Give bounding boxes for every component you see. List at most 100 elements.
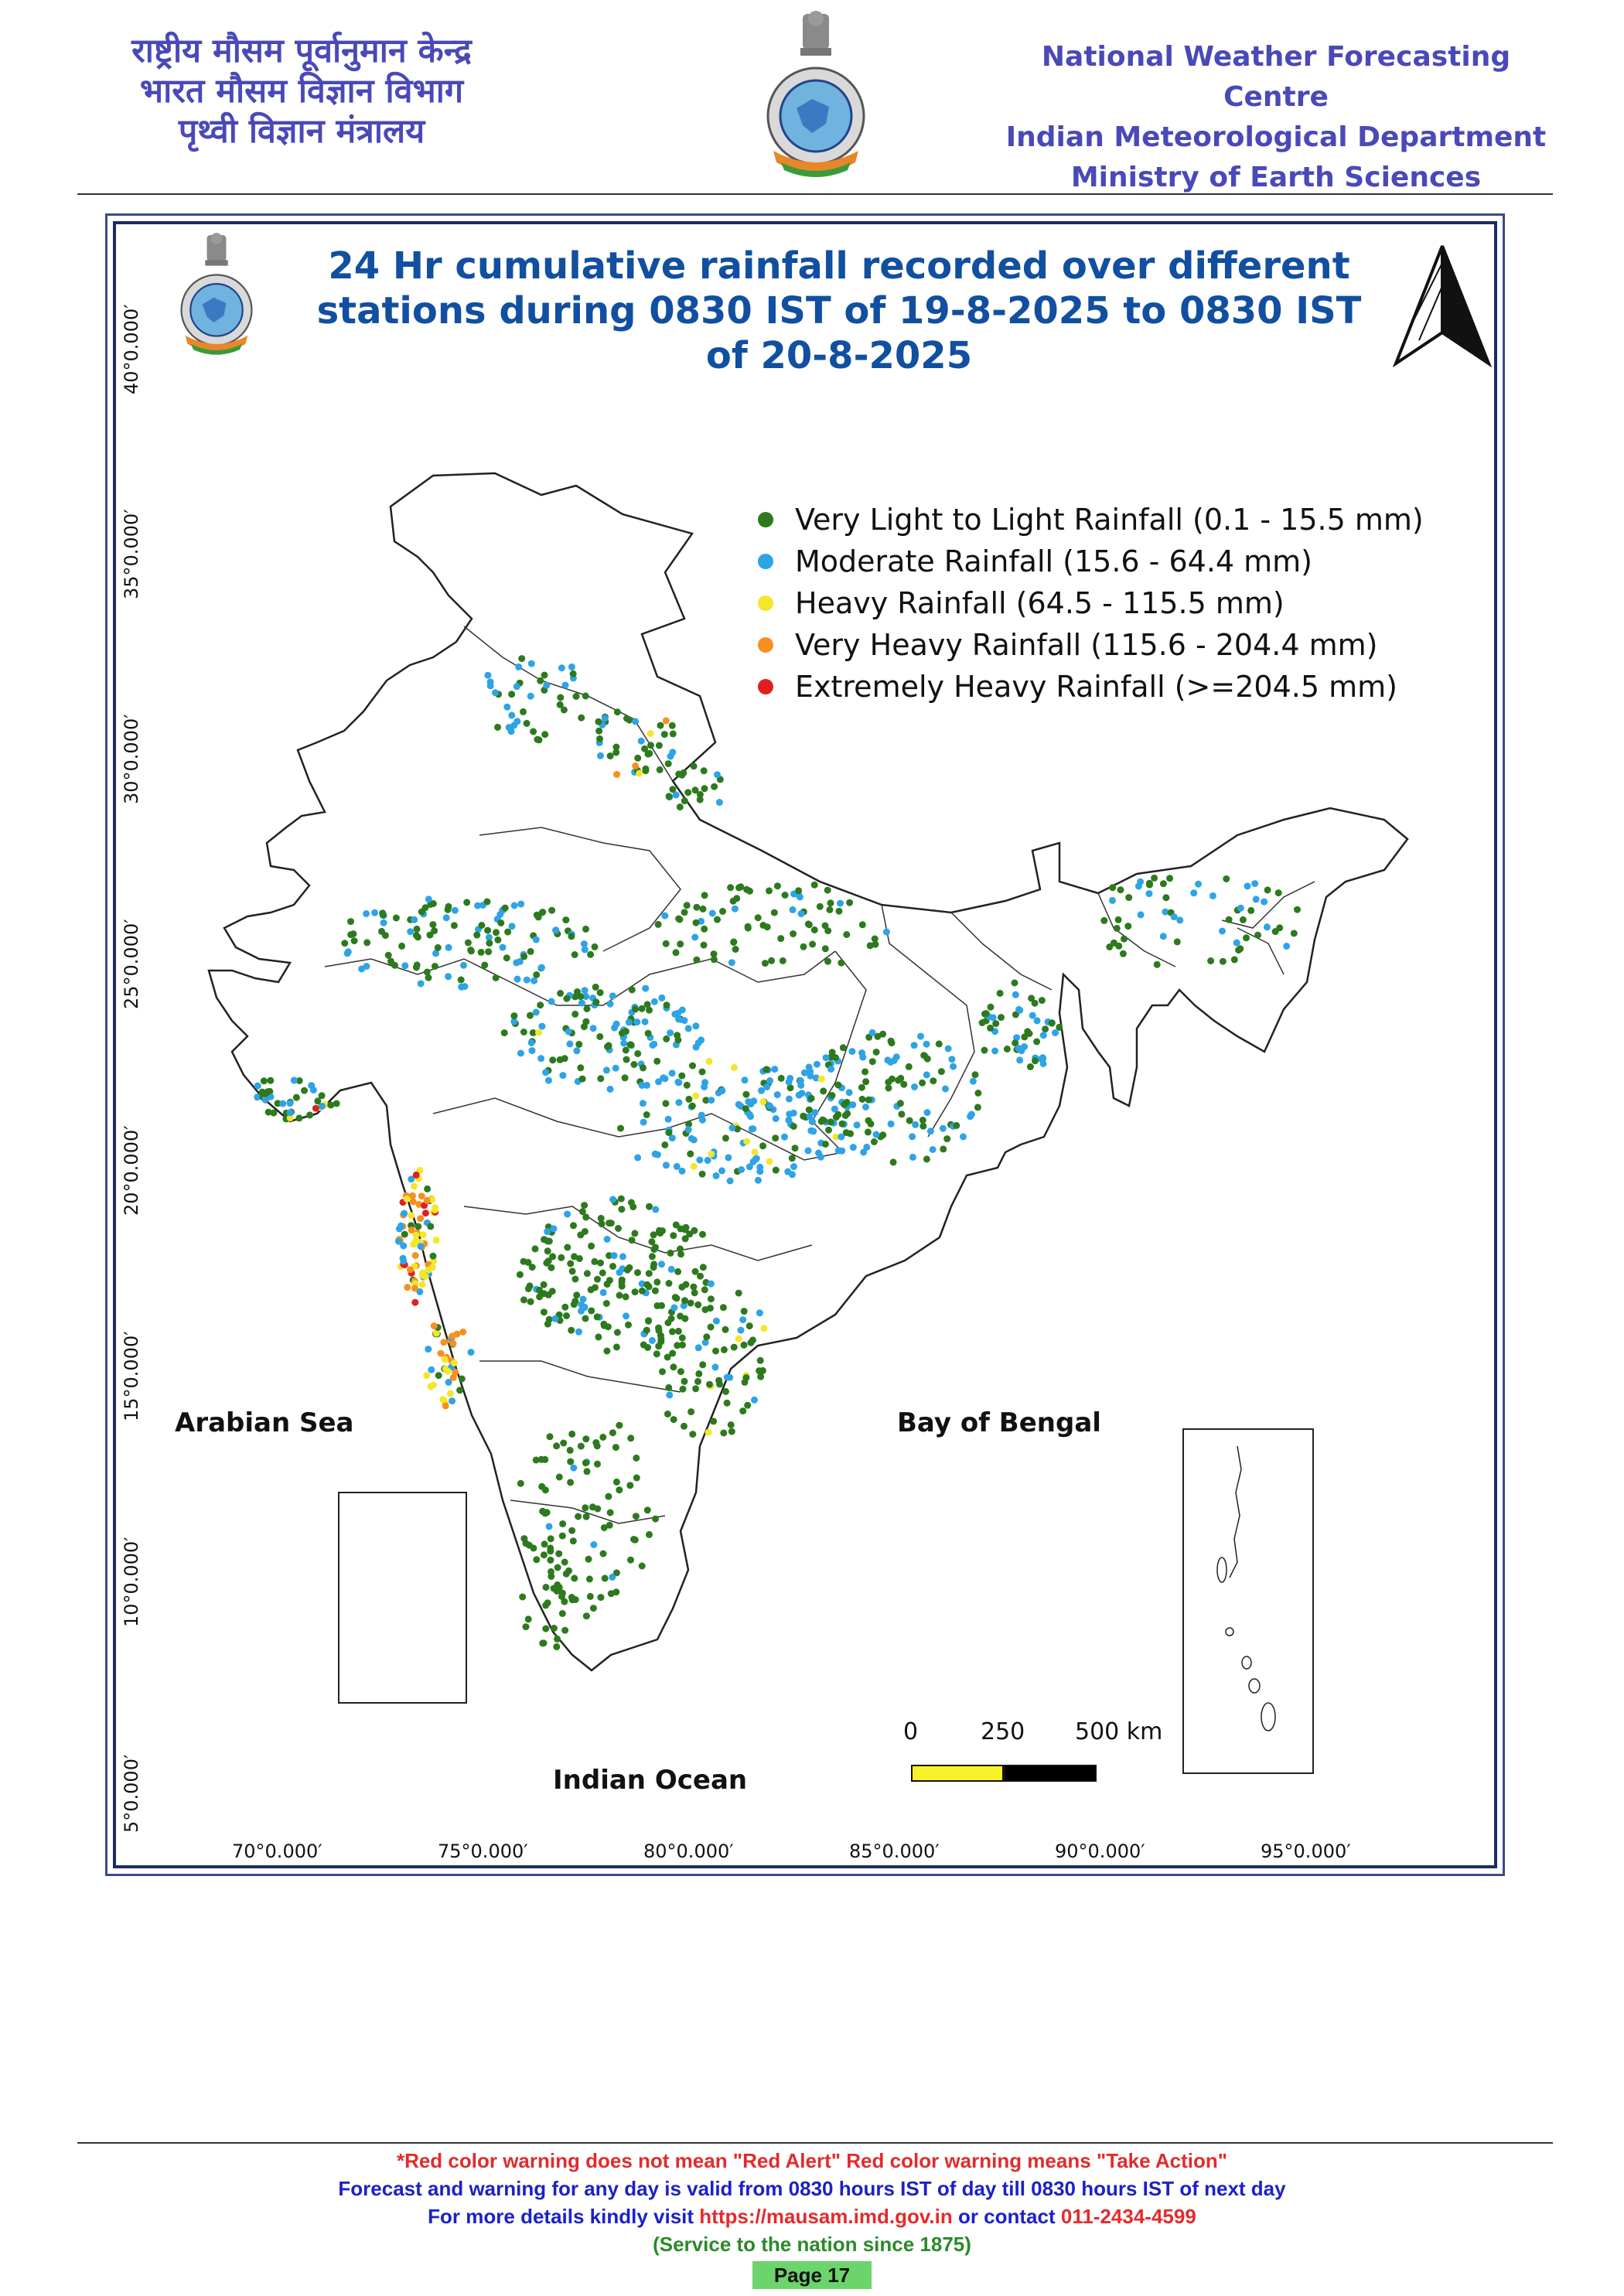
rainfall-station-dot (648, 1336, 656, 1344)
rainfall-station-dot (663, 1035, 670, 1042)
rainfall-station-dot (827, 899, 834, 907)
rainfall-station-dot (728, 1428, 735, 1435)
rainfall-station-dot (520, 708, 527, 715)
rainfall-station-dot (744, 1401, 752, 1409)
rainfall-station-dot (408, 1226, 415, 1234)
rainfall-station-dot (568, 663, 575, 670)
rainfall-station-dot (308, 1082, 316, 1090)
rainfall-station-dot (1243, 934, 1250, 942)
rainfall-station-dot (858, 921, 866, 929)
rainfall-station-dot (710, 950, 718, 958)
rainfall-station-dot (882, 928, 890, 936)
rainfall-station-dot (513, 683, 520, 691)
rainfall-station-dot (592, 983, 599, 991)
rainfall-station-dot (428, 1366, 435, 1373)
rainfall-station-dot (681, 1297, 688, 1305)
rainfall-station-dot (698, 1116, 706, 1124)
rainfall-station-dot (562, 1570, 570, 1578)
rainfall-station-dot (786, 1095, 793, 1103)
english-header: National Weather Forecasting Centre Indi… (998, 37, 1554, 198)
rainfall-station-dot (639, 1100, 647, 1107)
rainfall-station-dot (779, 957, 786, 964)
rainfall-station-dot (1264, 923, 1271, 931)
rainfall-station-dot (987, 1024, 995, 1032)
rainfall-station-dot (650, 1246, 658, 1253)
rainfall-station-dot (582, 1612, 590, 1620)
rainfall-station-dot (583, 1468, 591, 1476)
scale-label-500: 500 km (1075, 1718, 1163, 1745)
rainfall-station-dot (828, 1049, 836, 1056)
rainfall-station-dot (732, 946, 739, 953)
rainfall-station-dot (971, 1071, 979, 1079)
rainfall-station-dot (606, 752, 614, 759)
rainfall-station-dot (868, 1029, 876, 1036)
rainfall-station-dot (610, 1252, 618, 1260)
rainfall-station-dot (539, 909, 547, 916)
rainfall-station-dot (615, 1225, 622, 1232)
rainfall-station-dot (646, 749, 653, 757)
rainfall-station-dot (449, 1332, 456, 1340)
rainfall-station-dot (743, 885, 750, 893)
rainfall-station-dot (552, 926, 560, 934)
rainfall-station-dot (601, 1574, 609, 1582)
rainfall-station-dot (662, 940, 670, 947)
rainfall-station-dot (606, 1277, 613, 1284)
rainfall-station-dot (658, 994, 666, 1001)
rainfall-station-dot (638, 1562, 646, 1570)
rainfall-station-dot (699, 1361, 707, 1369)
rainfall-station-dot (728, 959, 735, 967)
rainfall-station-dot (597, 752, 604, 759)
rainfall-station-dot (727, 1421, 735, 1428)
rainfall-station-dot (500, 1029, 508, 1037)
rainfall-station-dot (431, 1206, 438, 1213)
rainfall-station-dot (609, 1196, 617, 1203)
rainfall-station-dot (1052, 1029, 1059, 1036)
rainfall-station-dot (623, 1312, 629, 1320)
footer-website-link[interactable]: https://mausam.imd.gov.in (699, 2205, 953, 2228)
rainfall-station-dot (513, 975, 521, 983)
rainfall-station-dot (832, 1114, 840, 1121)
rainfall-station-dot (1106, 943, 1114, 950)
rainfall-station-dot (720, 1346, 728, 1353)
rainfall-station-dot (772, 1115, 780, 1122)
rainfall-station-dot (430, 1322, 438, 1330)
rainfall-station-dot (632, 762, 640, 769)
legend-row: Extremely Heavy Rainfall (>=204.5 mm) (758, 666, 1424, 708)
rainfall-station-dot (541, 671, 548, 679)
rainfall-station-dot (861, 1068, 869, 1076)
rainfall-station-dot (418, 1192, 425, 1200)
rainfall-station-dot (684, 789, 692, 797)
rainfall-station-dot (522, 1540, 530, 1547)
rainfall-station-dot (872, 1049, 880, 1056)
rainfall-station-dot (633, 1018, 641, 1026)
rainfall-station-dot (528, 1047, 536, 1055)
rainfall-station-dot (759, 922, 767, 929)
rainfall-station-dot (634, 1269, 641, 1277)
rainfall-station-dot (547, 1535, 554, 1543)
rainfall-station-dot (363, 939, 371, 947)
legend-row: Very Light to Light Rainfall (0.1 - 15.5… (758, 499, 1424, 541)
rainfall-station-dot (692, 1092, 700, 1100)
rainfall-station-dot (319, 1103, 326, 1110)
rainfall-station-dot (496, 911, 504, 918)
rainfall-station-dot (558, 664, 565, 672)
rainfall-station-dot (450, 1360, 458, 1366)
rainfall-station-dot (1029, 1012, 1036, 1019)
rainfall-station-dot (435, 1372, 442, 1380)
rainfall-station-dot (667, 1265, 675, 1273)
rainfall-station-dot (923, 1071, 930, 1079)
rainfall-station-dot (485, 933, 493, 941)
rainfall-station-dot (527, 947, 534, 955)
rainfall-station-dot (534, 735, 541, 743)
rainfall-station-dot (543, 1509, 551, 1516)
rainfall-station-dot (591, 1257, 599, 1265)
rainfall-station-dot (756, 1356, 764, 1364)
rainfall-station-dot (508, 711, 516, 719)
rainfall-station-dot (940, 1145, 947, 1153)
rainfall-station-dot (583, 1270, 591, 1278)
rainfall-station-dot (719, 1304, 727, 1312)
rainfall-station-dot (459, 1329, 467, 1336)
rainfall-station-dot (699, 905, 707, 913)
rainfall-station-dot (756, 1367, 763, 1375)
rainfall-station-dot (510, 902, 518, 909)
